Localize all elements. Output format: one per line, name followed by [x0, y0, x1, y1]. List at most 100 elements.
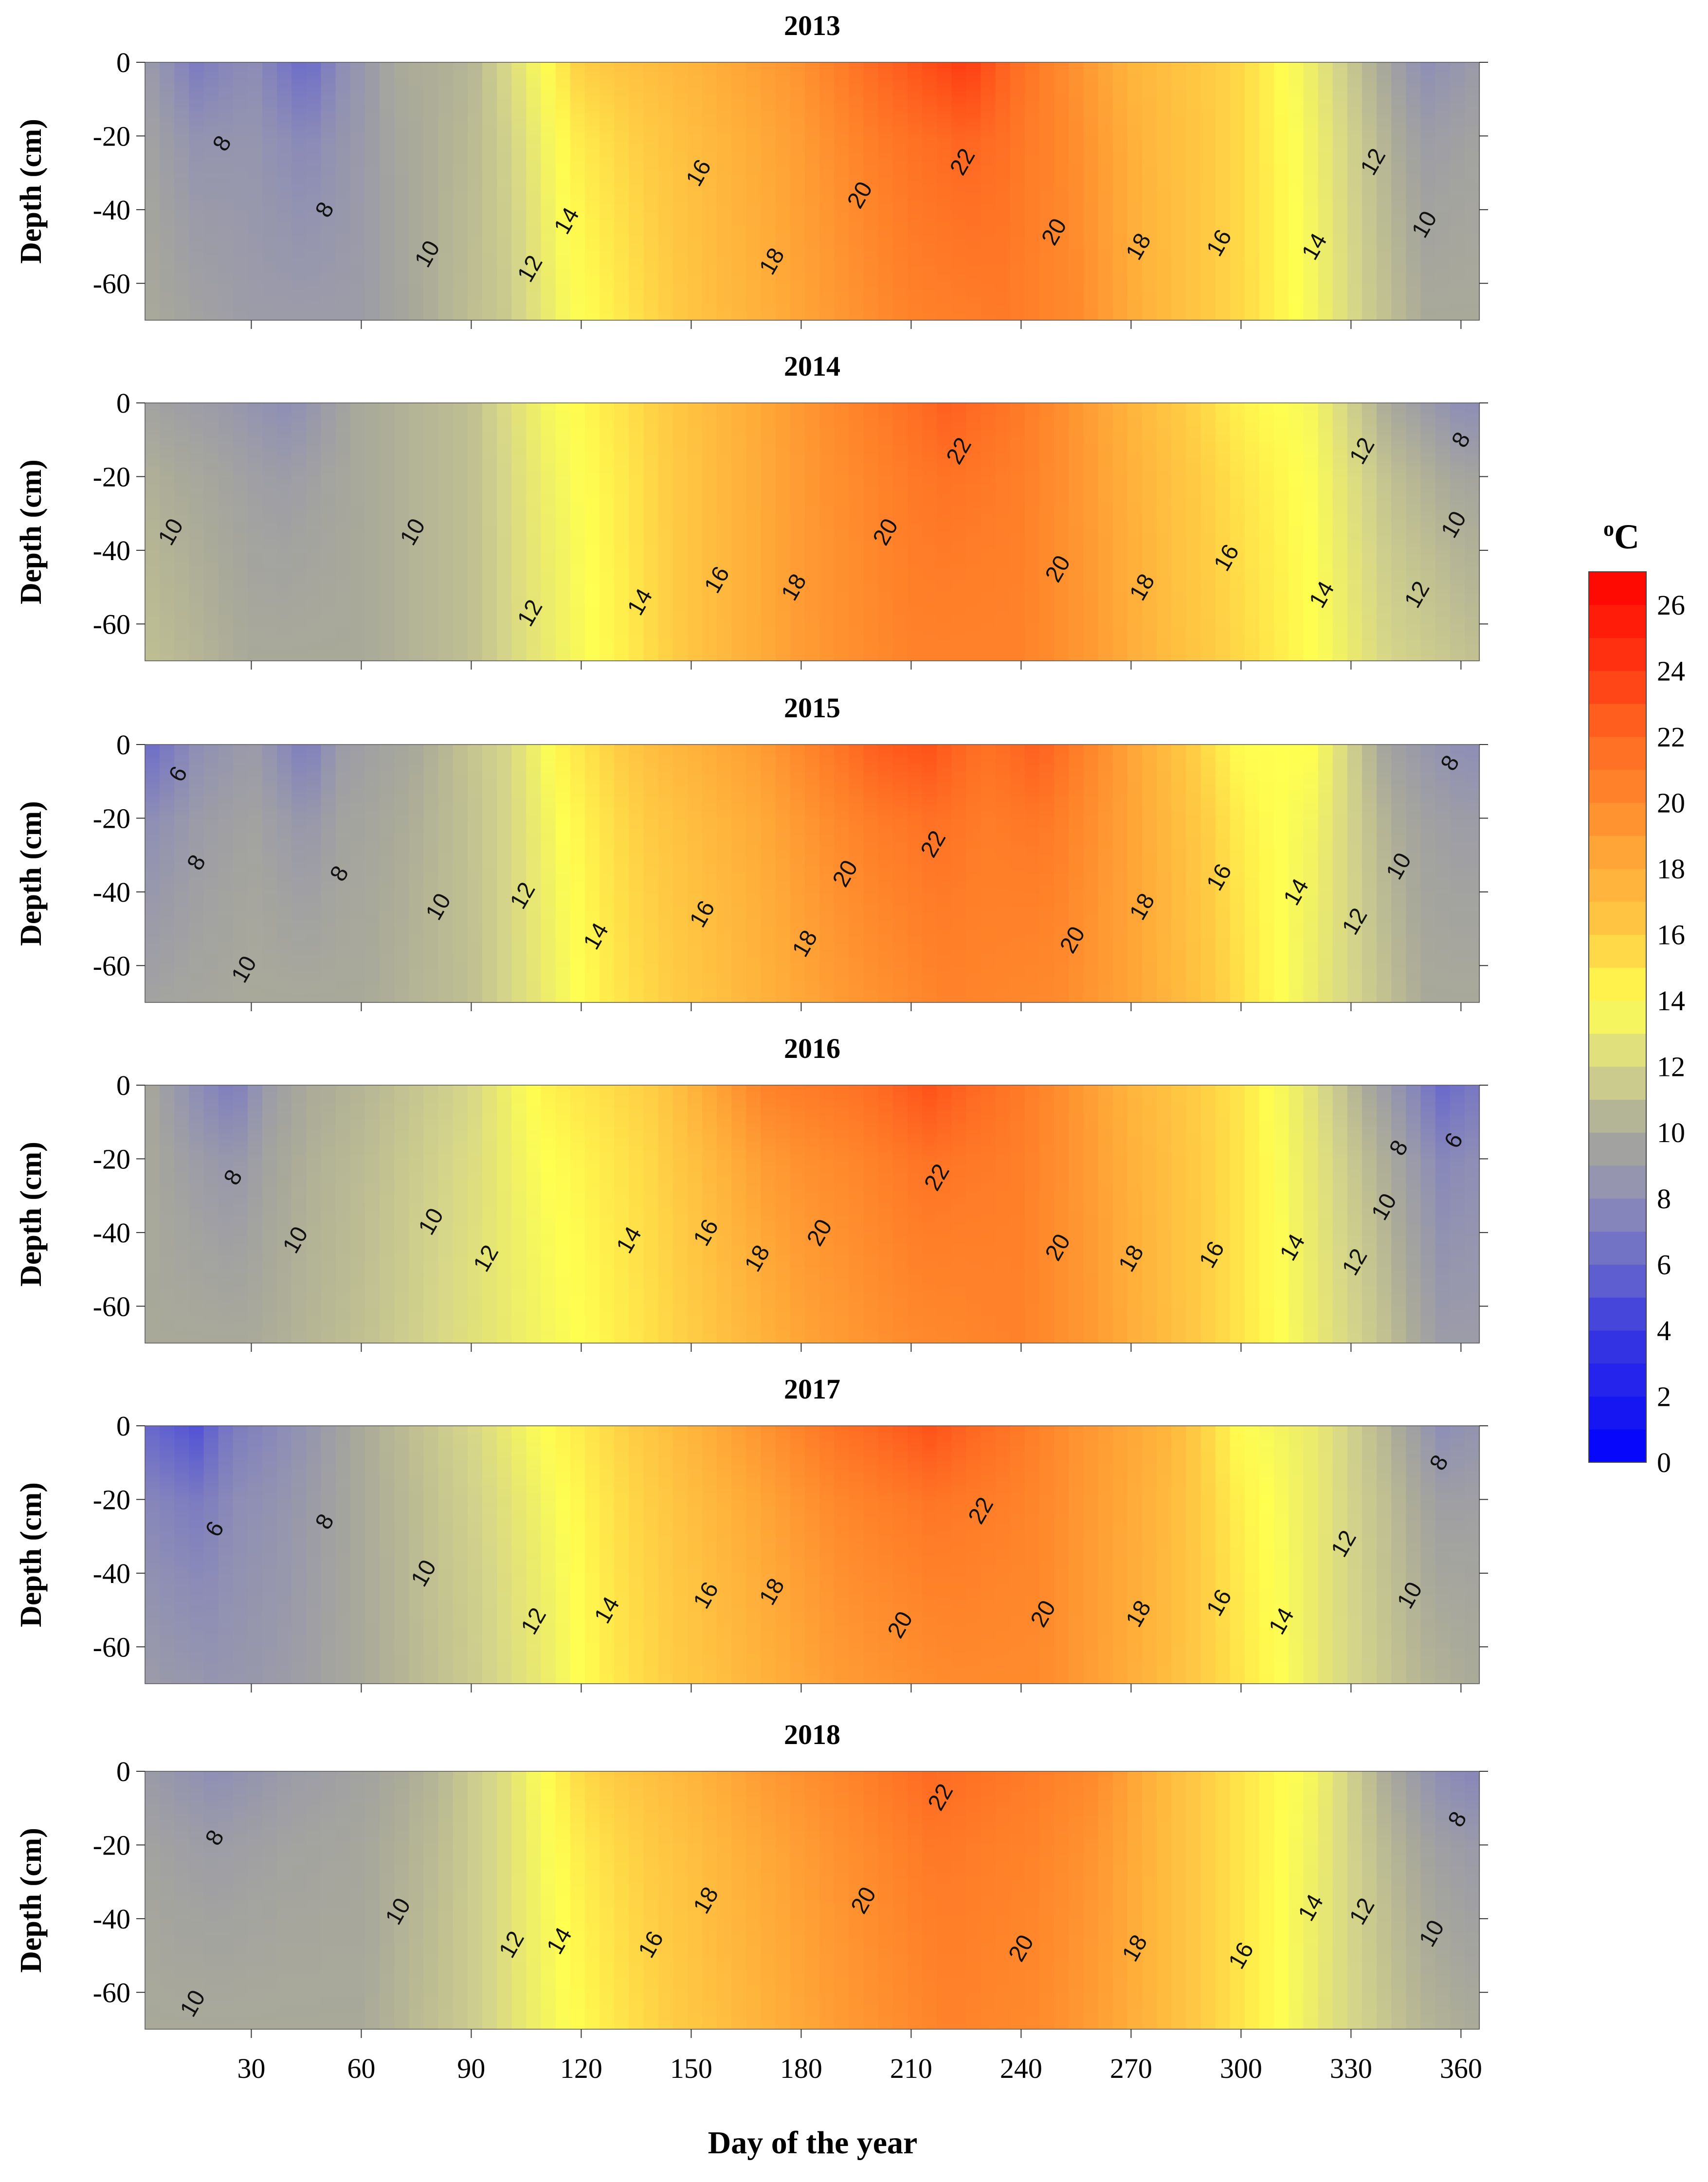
- field-column: [731, 745, 747, 1002]
- colorbar-band: [1589, 572, 1646, 605]
- field-column: [717, 1426, 732, 1684]
- field-column: [849, 1085, 864, 1343]
- field-column: [922, 1085, 938, 1343]
- field-column: [1098, 62, 1113, 320]
- field-column: [907, 62, 923, 320]
- y-tick-label: -20: [93, 1829, 130, 1861]
- colorbar-band: [1589, 836, 1646, 869]
- field-column: [702, 745, 718, 1002]
- colorbar-tick-label: 20: [1657, 787, 1685, 818]
- field-column: [1215, 745, 1231, 1002]
- field-column: [203, 403, 219, 661]
- field-column: [1347, 1085, 1363, 1343]
- field-column: [1083, 745, 1099, 1002]
- field-column: [614, 745, 630, 1002]
- field-column: [966, 745, 981, 1002]
- field-column: [892, 1771, 909, 2029]
- y-tick-label: -60: [93, 950, 130, 982]
- field-column: [658, 1426, 673, 1684]
- field-column: [1318, 62, 1333, 320]
- field-column: [746, 1426, 762, 1684]
- field-column: [1039, 745, 1055, 1002]
- field-column: [1435, 403, 1451, 661]
- field-column: [1303, 1771, 1319, 2029]
- field-column: [570, 1771, 586, 2029]
- field-column: [1157, 1771, 1172, 2029]
- field-column: [1200, 1426, 1216, 1684]
- field-column: [364, 62, 381, 320]
- field-column: [497, 1085, 512, 1343]
- field-column: [350, 745, 366, 1002]
- field-column: [1200, 62, 1216, 320]
- field-column: [1318, 1426, 1333, 1684]
- field-column: [555, 1085, 571, 1343]
- field-column: [819, 745, 835, 1002]
- field-column: [804, 1426, 820, 1684]
- field-column: [995, 745, 1011, 1002]
- field-column: [1362, 1085, 1378, 1343]
- field-column: [350, 1085, 366, 1343]
- field-column: [526, 745, 542, 1002]
- field-column: [438, 1771, 454, 2029]
- colorbar-band: [1589, 1066, 1646, 1100]
- field-column: [863, 403, 879, 661]
- y-tick-label: -60: [93, 1977, 130, 2008]
- colorbar-band: [1589, 1363, 1646, 1397]
- y-tick-label: 0: [116, 1756, 130, 1787]
- field-column: [277, 1085, 292, 1343]
- field-column: [995, 1085, 1011, 1343]
- field-column: [453, 1426, 469, 1684]
- field-column: [658, 1771, 673, 2029]
- field-column: [526, 1771, 542, 2029]
- field-column: [1010, 745, 1026, 1002]
- field-column: [1142, 403, 1158, 661]
- field-column: [702, 1085, 718, 1343]
- field-column: [277, 62, 292, 320]
- field-column: [409, 1771, 424, 2029]
- field-column: [1377, 745, 1392, 1002]
- field-column: [1112, 745, 1128, 1002]
- field-column: [1450, 1426, 1466, 1684]
- field-column: [467, 403, 483, 661]
- field-column: [1157, 745, 1172, 1002]
- field-column: [687, 745, 703, 1002]
- y-tick-label: -60: [93, 608, 130, 640]
- field-column: [1171, 1426, 1187, 1684]
- field-column: [233, 745, 249, 1002]
- field-column: [1230, 403, 1246, 661]
- colorbar-tick-label: 6: [1657, 1249, 1671, 1280]
- colorbar-band: [1589, 1429, 1646, 1463]
- field-column: [1391, 403, 1407, 661]
- field-column: [614, 62, 630, 320]
- field-column: [1274, 1426, 1290, 1684]
- field-column: [1450, 403, 1466, 661]
- field-column: [189, 62, 204, 320]
- temperature-field: [145, 1771, 1480, 2029]
- field-column: [1083, 62, 1099, 320]
- field-column: [849, 62, 864, 320]
- field-column: [174, 745, 190, 1002]
- field-column: [746, 1085, 762, 1343]
- field-column: [629, 62, 644, 320]
- field-column: [600, 62, 615, 320]
- field-column: [511, 403, 527, 661]
- plot-frame: [145, 1085, 1480, 1344]
- field-column: [1420, 745, 1436, 1002]
- field-column: [804, 1771, 820, 2029]
- field-column: [1303, 403, 1319, 661]
- y-tick-label: 0: [116, 1410, 130, 1442]
- field-column: [892, 745, 909, 1002]
- field-column: [981, 1771, 996, 2029]
- field-column: [364, 403, 381, 661]
- field-column: [761, 1771, 776, 2029]
- field-column: [937, 1085, 952, 1343]
- field-column: [1230, 1426, 1246, 1684]
- field-column: [1377, 1426, 1392, 1684]
- field-column: [482, 62, 498, 320]
- field-column: [1377, 62, 1392, 320]
- field-column: [907, 1771, 923, 2029]
- field-column: [1230, 745, 1246, 1002]
- field-column: [1098, 403, 1113, 661]
